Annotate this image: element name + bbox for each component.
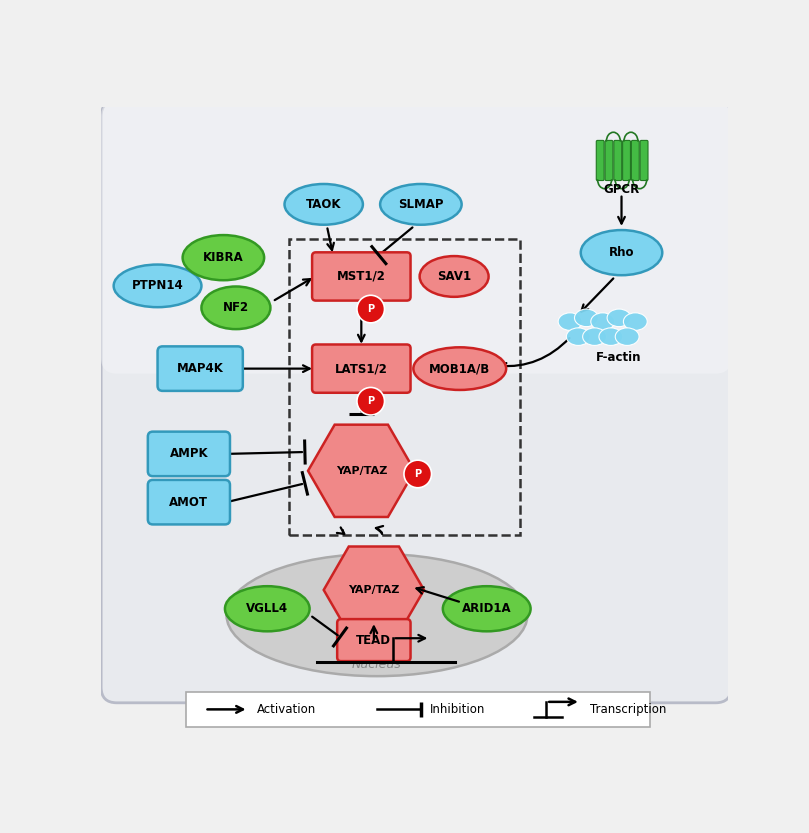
Ellipse shape bbox=[380, 184, 462, 225]
Ellipse shape bbox=[413, 347, 506, 390]
FancyBboxPatch shape bbox=[312, 252, 410, 301]
Ellipse shape bbox=[607, 309, 631, 327]
Text: YAP/TAZ: YAP/TAZ bbox=[348, 585, 400, 595]
Ellipse shape bbox=[616, 328, 639, 346]
Text: NF2: NF2 bbox=[222, 302, 249, 314]
FancyBboxPatch shape bbox=[148, 480, 230, 525]
FancyBboxPatch shape bbox=[640, 141, 648, 181]
FancyBboxPatch shape bbox=[614, 141, 621, 181]
Text: YAP/TAZ: YAP/TAZ bbox=[336, 466, 387, 476]
Ellipse shape bbox=[420, 256, 489, 297]
Text: MST1/2: MST1/2 bbox=[337, 270, 386, 283]
Ellipse shape bbox=[599, 328, 623, 346]
Text: LATS1/2: LATS1/2 bbox=[335, 362, 388, 375]
Ellipse shape bbox=[574, 309, 599, 327]
Ellipse shape bbox=[624, 313, 647, 331]
Circle shape bbox=[404, 460, 431, 488]
FancyBboxPatch shape bbox=[158, 347, 243, 391]
FancyBboxPatch shape bbox=[596, 141, 604, 181]
Ellipse shape bbox=[582, 328, 607, 346]
FancyBboxPatch shape bbox=[101, 101, 731, 374]
Ellipse shape bbox=[227, 554, 527, 676]
FancyBboxPatch shape bbox=[148, 431, 230, 476]
FancyBboxPatch shape bbox=[186, 692, 650, 726]
Ellipse shape bbox=[443, 586, 531, 631]
Text: SAV1: SAV1 bbox=[437, 270, 471, 283]
Text: TEAD: TEAD bbox=[356, 634, 392, 646]
FancyBboxPatch shape bbox=[605, 141, 613, 181]
Polygon shape bbox=[308, 425, 414, 517]
Ellipse shape bbox=[225, 586, 310, 631]
Text: Rho: Rho bbox=[608, 246, 634, 259]
Text: Activation: Activation bbox=[256, 703, 316, 716]
Circle shape bbox=[357, 387, 384, 415]
Text: KIBRA: KIBRA bbox=[203, 252, 244, 264]
Text: P: P bbox=[367, 304, 375, 314]
Ellipse shape bbox=[591, 313, 615, 331]
Text: P: P bbox=[414, 469, 421, 479]
FancyBboxPatch shape bbox=[312, 345, 410, 393]
Text: MAP4K: MAP4K bbox=[176, 362, 223, 375]
FancyBboxPatch shape bbox=[337, 619, 410, 661]
Text: MOB1A/B: MOB1A/B bbox=[429, 362, 490, 375]
Text: AMOT: AMOT bbox=[169, 496, 209, 509]
Text: GPCR: GPCR bbox=[604, 183, 640, 197]
Text: SLMAP: SLMAP bbox=[398, 198, 443, 211]
Text: Inhibition: Inhibition bbox=[430, 703, 485, 716]
Text: P: P bbox=[367, 397, 375, 407]
Text: PTPN14: PTPN14 bbox=[132, 279, 184, 292]
Ellipse shape bbox=[285, 184, 363, 225]
Text: Nucleus: Nucleus bbox=[352, 658, 402, 671]
Circle shape bbox=[357, 295, 384, 323]
Text: TAOK: TAOK bbox=[306, 198, 341, 211]
Text: VGLL4: VGLL4 bbox=[246, 602, 288, 616]
Ellipse shape bbox=[581, 230, 663, 275]
Text: F-actin: F-actin bbox=[595, 352, 641, 365]
Ellipse shape bbox=[201, 287, 270, 329]
Ellipse shape bbox=[558, 313, 582, 331]
FancyBboxPatch shape bbox=[623, 141, 630, 181]
Polygon shape bbox=[324, 546, 424, 633]
Text: AMPK: AMPK bbox=[170, 447, 208, 461]
FancyBboxPatch shape bbox=[631, 141, 639, 181]
Text: Transcription: Transcription bbox=[591, 703, 667, 716]
Ellipse shape bbox=[183, 235, 264, 280]
Ellipse shape bbox=[113, 265, 201, 307]
Text: ARID1A: ARID1A bbox=[462, 602, 511, 616]
FancyBboxPatch shape bbox=[101, 101, 731, 703]
Ellipse shape bbox=[566, 328, 591, 346]
